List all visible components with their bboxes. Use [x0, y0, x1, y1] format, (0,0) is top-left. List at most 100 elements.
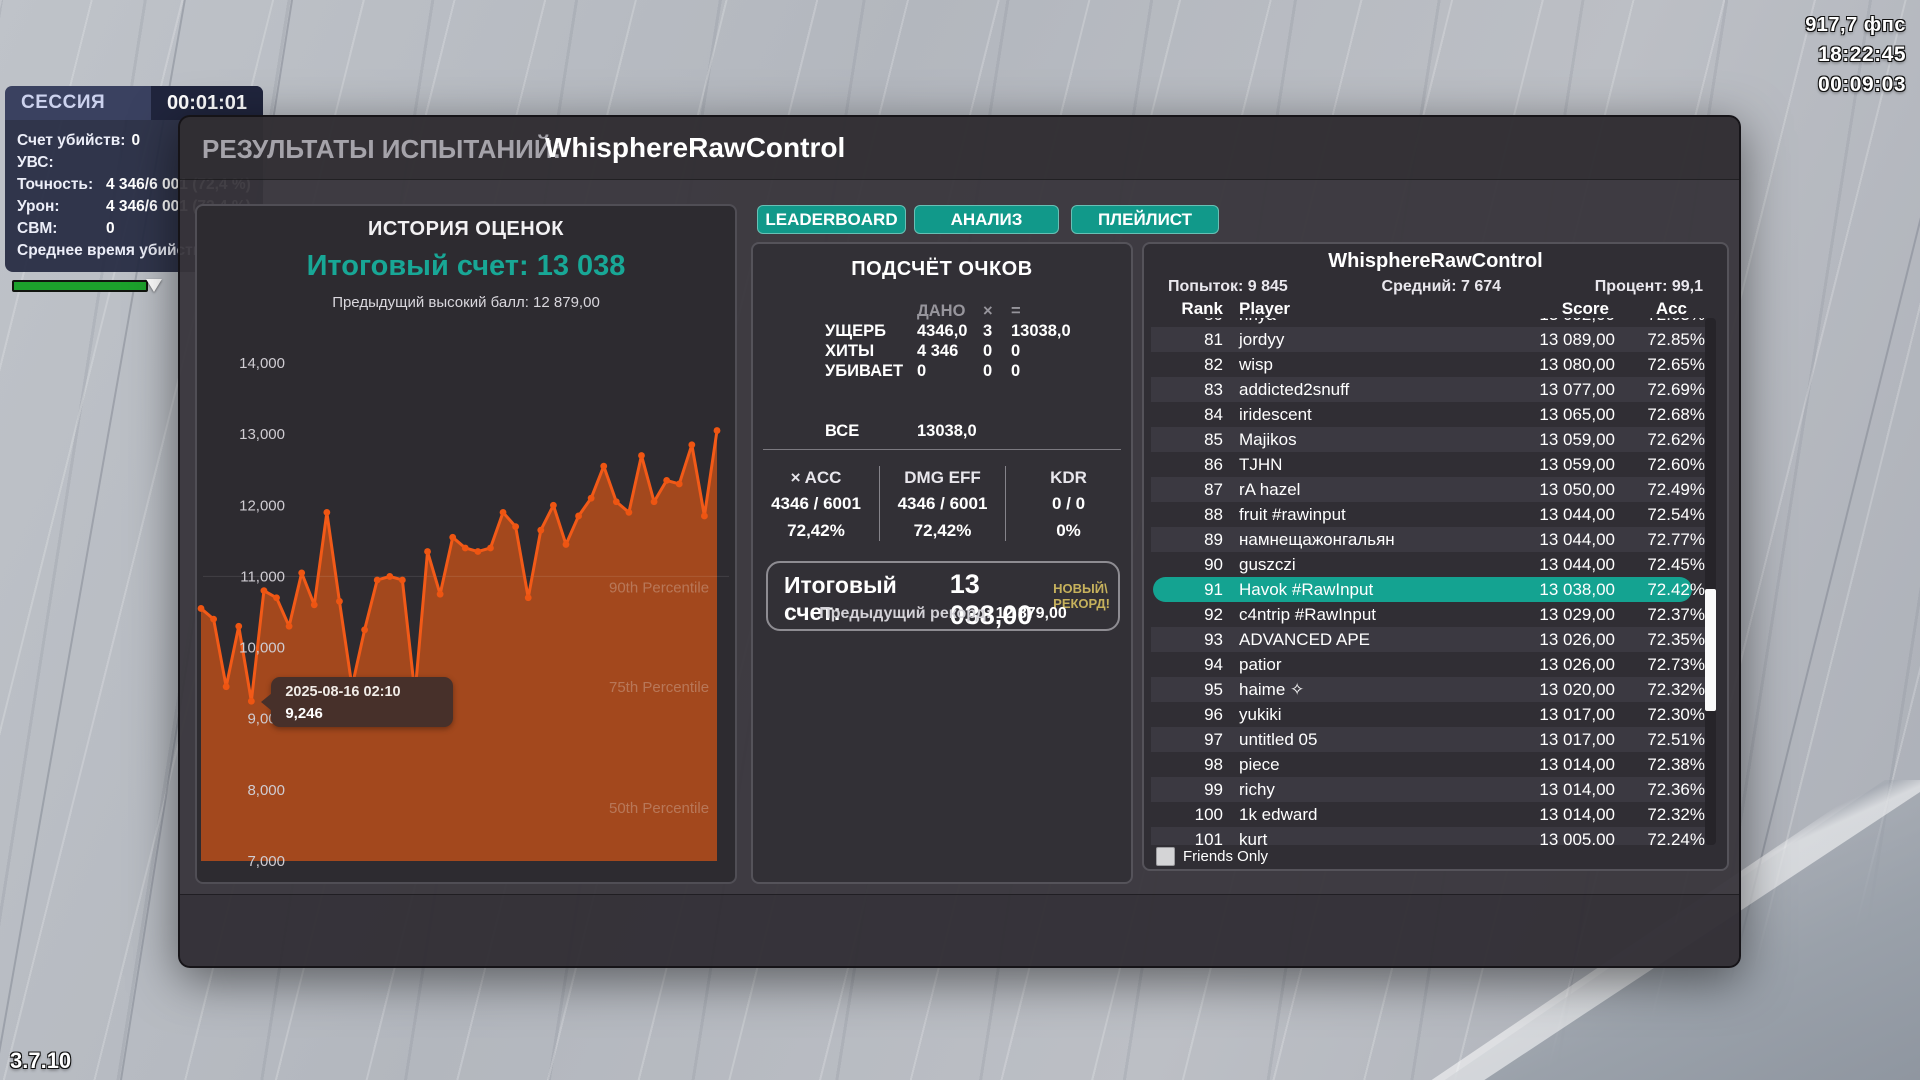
leaderboard-row[interactable]: 86 TJHN 13 059,00 72.60%	[1151, 452, 1705, 477]
leaderboard-row[interactable]: 96 yukiki 13 017,00 72.30%	[1151, 702, 1705, 727]
leaderboard-player: richy	[1239, 779, 1275, 799]
leaderboard-row[interactable]: 92 c4ntrip #RawInput 13 029,00 72.37%	[1151, 602, 1705, 627]
scrollbar-track[interactable]	[1705, 318, 1716, 845]
leaderboard-row[interactable]: 94 patior 13 026,00 72.73%	[1151, 652, 1705, 677]
chart-title: ИСТОРИЯ ОЦЕНОК	[368, 218, 564, 240]
leaderboard-row[interactable]: 83 addicted2snuff 13 077,00 72.69%	[1151, 377, 1705, 402]
leaderboard-acc: 72.77%	[1647, 529, 1705, 549]
final-score-row: Итоговый счет: 13 038,00 НОВЫЙ\ РЕКОРД!	[784, 569, 1110, 631]
leaderboard-row[interactable]: 99 richy 13 014,00 72.36%	[1151, 777, 1705, 802]
attempts-stat: Попыток: 9 845	[1168, 278, 1288, 295]
calc-cell: 0	[1011, 362, 1021, 380]
leaderboard-row[interactable]: 97 untitled 05 13 017,00 72.51%	[1151, 727, 1705, 752]
calc-cell: 0	[1011, 342, 1021, 360]
y-axis-tick: 8,000	[247, 782, 285, 799]
leaderboard-row[interactable]: 81 jordyy 13 089,00 72.85%	[1151, 327, 1705, 352]
leaderboard-row[interactable]: 100 1k edward 13 014,00 72.32%	[1151, 802, 1705, 827]
leaderboard-acc: 72.63%	[1615, 318, 1705, 325]
calc-cell: 0	[983, 362, 993, 380]
performance-hud: 917,7 фпс 18:22:45 00:09:03	[1805, 10, 1906, 100]
leaderboard-player: wisp	[1239, 354, 1274, 374]
session-stat-value: 0	[106, 220, 115, 237]
leaderboard-acc: 72.42%	[1647, 579, 1705, 599]
leaderboard-acc: 72.65%	[1647, 354, 1705, 374]
leaderboard-rank: 99	[1204, 779, 1223, 799]
tab-leaderboard[interactable]: LEADERBOARD	[757, 205, 906, 234]
previous-highscore-line: Предыдущий высокий балл: 12 879,00	[332, 294, 600, 311]
leaderboard-acc: 72.32%	[1647, 804, 1705, 824]
calc-cell: 4 346	[917, 342, 959, 360]
tooltip-value: 9,246	[285, 705, 323, 723]
leaderboard-rank: 87	[1204, 479, 1223, 499]
final-score-box: Итоговый счет: 13 038,00 НОВЫЙ\ РЕКОРД! …	[766, 561, 1120, 631]
leaderboard-acc: 72.32%	[1647, 679, 1705, 699]
leaderboard-score: 13 017,00	[1539, 729, 1615, 749]
score-calc-table: ДАНО × = УЩЕРБ 4346,0 3 13038,0 ХИТЫ 4 346 0 0 УБИВ…	[825, 302, 1083, 382]
y-axis-tick: 14,000	[239, 355, 285, 372]
leaderboard-player: намнещажонгальян	[1239, 529, 1395, 549]
leaderboard-rank: 81	[1204, 329, 1223, 349]
calc-cell: ХИТЫ	[825, 342, 875, 360]
leaderboard-title: WhisphereRawControl	[1328, 250, 1543, 272]
leaderboard-row[interactable]: 89 намнещажонгальян 13 044,00 72.77%	[1151, 527, 1705, 552]
leaderboard-row[interactable]: 98 piece 13 014,00 72.38%	[1151, 752, 1705, 777]
leaderboard-row[interactable]: 93 ADVANCED APE 13 026,00 72.35%	[1151, 627, 1705, 652]
col-player: Player	[1239, 299, 1291, 318]
leaderboard-row[interactable]: 95 haime ✧ 13 020,00 72.32%	[1151, 677, 1705, 702]
session-time: 00:01:01	[151, 86, 263, 120]
results-dialog: РЕЗУЛЬТАТЫ ИСПЫТАНИЙ: WhisphereRawContro…	[178, 115, 1741, 968]
calc-cell: 4346,0	[917, 322, 968, 340]
session-header: СЕССИЯ 00:01:01	[5, 86, 263, 120]
leaderboard-player: untitled 05	[1239, 729, 1318, 749]
leaderboard-rank: 96	[1204, 704, 1223, 724]
leaderboard-row[interactable]: 84 iridescent 13 065,00 72.68%	[1151, 402, 1705, 427]
leaderboard-player: c4ntrip #RawInput	[1239, 604, 1377, 624]
leaderboard-player: fruit #rawinput	[1239, 504, 1346, 524]
stat-value: 4346 / 6001	[771, 494, 861, 513]
leaderboard-row[interactable]: 90 guszczi 13 044,00 72.45%	[1151, 552, 1705, 577]
leaderboard-score: 13 038,00	[1539, 579, 1615, 599]
session-stat-label: Точность:	[17, 176, 94, 193]
leaderboard-row[interactable]: 88 fruit #rawinput 13 044,00 72.54%	[1151, 502, 1705, 527]
leaderboard-score: 13 059,00	[1539, 429, 1615, 449]
leaderboard-row[interactable]: 82 wisp 13 080,00 72.65%	[1151, 352, 1705, 377]
leaderboard-row[interactable]: 87 rA hazel 13 050,00 72.49%	[1151, 477, 1705, 502]
leaderboard-acc: 72.62%	[1647, 429, 1705, 449]
leaderboard-row[interactable]: 101 kurt 13 005,00 72.24%	[1151, 827, 1705, 845]
y-axis-tick: 7,000	[247, 853, 285, 870]
calc-cell: УЩЕРБ	[825, 322, 886, 340]
session-stat-label: Среднее время убийств:	[17, 242, 208, 259]
leaderboard-rank: 90	[1204, 554, 1223, 574]
score-history-chart[interactable]: 90th Percentile 75th Percentile 50th Perce…	[197, 346, 735, 884]
friends-only-checkbox[interactable]	[1156, 847, 1175, 866]
stat-dmgeff: DMG EFF 4346 / 6001 72,42%	[879, 466, 1005, 541]
leaderboard-rank: 82	[1204, 354, 1223, 374]
leaderboard-player: 1k edward	[1239, 804, 1318, 824]
tab-analysis[interactable]: АНАЛИЗ	[914, 205, 1059, 234]
col-rank: Rank	[1181, 299, 1223, 318]
leaderboard-row[interactable]: 85 Majikos 13 059,00 72.62%	[1151, 427, 1705, 452]
fps-counter: 917,7 фпс	[1805, 14, 1906, 36]
leaderboard-rank: 94	[1204, 654, 1223, 674]
leaderboard-rank: 91	[1204, 579, 1223, 599]
tab-playlist[interactable]: ПЛЕЙЛИСТ	[1071, 205, 1219, 234]
badge-line2: РЕКОРД!	[1053, 596, 1110, 611]
leaderboard-row[interactable]: 91 Havok #RawInput 13 038,00 72.42%	[1151, 577, 1705, 602]
session-stat-label: УВС:	[17, 154, 54, 171]
calc-cell: 0	[917, 362, 927, 380]
scrollbar-thumb[interactable]	[1705, 589, 1716, 711]
percent-stat: Процент: 99,1	[1594, 278, 1703, 295]
leaderboard-rank: 80	[1151, 318, 1223, 325]
badge-line1: НОВЫЙ\	[1053, 581, 1108, 596]
leaderboard-player: jordyy	[1239, 329, 1285, 349]
col-score: Score	[1561, 299, 1609, 318]
session-stat-label: Счет убийств:	[17, 132, 126, 149]
stat-kdr: KDR 0 / 0 0%	[1005, 466, 1131, 541]
session-stat-value: 0	[131, 132, 141, 149]
friends-only-control[interactable]: Friends Only	[1156, 847, 1268, 866]
chart-tooltip: 2025-08-16 02:10 9,246	[261, 677, 454, 728]
leaderboard-score: 13 044,00	[1539, 554, 1615, 574]
